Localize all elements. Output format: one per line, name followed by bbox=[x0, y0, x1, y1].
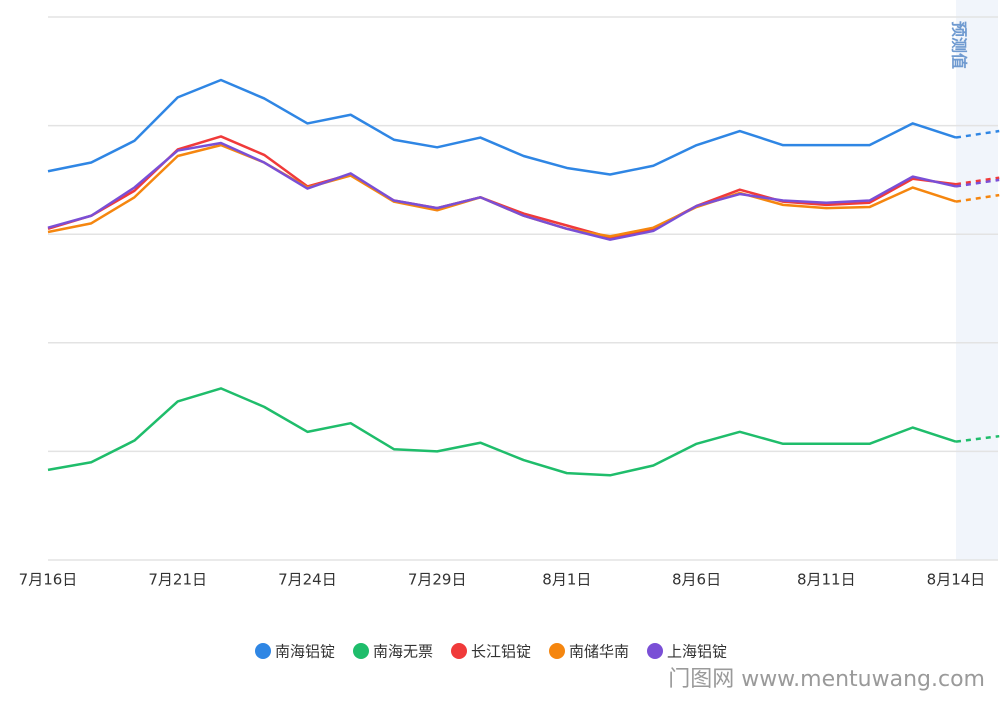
forecast-line bbox=[955, 129, 1000, 139]
x-tick-label: 8月1日 bbox=[542, 571, 591, 589]
series-line bbox=[47, 78, 957, 176]
x-tick-label: 7月29日 bbox=[408, 571, 467, 589]
series-line bbox=[47, 387, 957, 477]
x-tick-label: 7月16日 bbox=[19, 571, 78, 589]
forecast-label: 预测值 bbox=[950, 21, 969, 69]
legend-label: 南海铝锭 bbox=[275, 643, 335, 661]
x-tick-label: 8月11日 bbox=[797, 571, 856, 589]
legend-marker bbox=[549, 643, 565, 659]
watermark: 门图网 www.mentuwang.com bbox=[668, 667, 985, 692]
x-tick-label: 8月14日 bbox=[927, 571, 986, 589]
forecast-band bbox=[956, 0, 998, 560]
legend-label: 南储华南 bbox=[569, 643, 629, 661]
x-tick-label: 7月21日 bbox=[148, 571, 207, 589]
legend-marker bbox=[451, 643, 467, 659]
series-line bbox=[47, 143, 957, 238]
forecast-line bbox=[955, 434, 1000, 443]
x-tick-label: 7月24日 bbox=[278, 571, 337, 589]
forecast-line bbox=[955, 193, 1000, 203]
legend-marker bbox=[647, 643, 663, 659]
legend-label: 上海铝锭 bbox=[667, 643, 727, 661]
legend-label: 长江铝锭 bbox=[471, 643, 531, 661]
x-tick-label: 8月6日 bbox=[672, 571, 721, 589]
legend-marker bbox=[353, 643, 369, 659]
legend-marker bbox=[255, 643, 271, 659]
series-line bbox=[47, 141, 957, 241]
forecast-line bbox=[955, 178, 1000, 188]
legend-label: 南海无票 bbox=[373, 643, 433, 661]
forecast-line bbox=[955, 176, 1000, 186]
series-line bbox=[47, 135, 957, 239]
